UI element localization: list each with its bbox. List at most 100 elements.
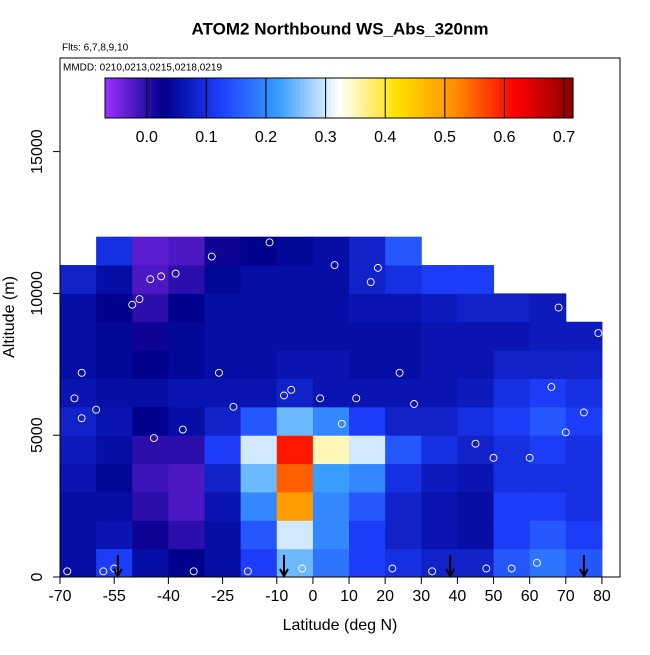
x-tick-label: -70: [48, 588, 71, 605]
colorbar-swatch: [565, 78, 570, 118]
heat-cell: [132, 463, 169, 493]
colorbar-swatch: [346, 78, 352, 118]
colorbar-swatch: [475, 78, 480, 118]
heat-cell: [240, 378, 278, 408]
heat-cell: [60, 293, 97, 323]
heat-cell: [168, 406, 206, 436]
colorbar-swatch: [210, 78, 215, 118]
heat-cell: [385, 520, 422, 550]
heat-cell: [312, 236, 350, 266]
colorbar-swatch: [335, 78, 340, 118]
heat-cell: [132, 406, 169, 436]
x-tick-label: 40: [449, 588, 467, 605]
colorbar-swatch: [342, 78, 348, 118]
sample-point: [99, 567, 108, 576]
colorbar-swatch: [526, 78, 531, 118]
colorbar-tick-label: 0.3: [314, 129, 336, 146]
heat-cell: [60, 491, 97, 521]
x-tick-label: -10: [265, 588, 288, 605]
x-tick-label: 0: [308, 588, 317, 605]
heat-cell: [312, 406, 350, 436]
heat-cell: [204, 321, 242, 351]
colorbar-swatch: [354, 78, 360, 118]
heat-cell: [276, 491, 314, 521]
colorbar-swatch: [452, 78, 457, 118]
colorbar-swatch: [225, 78, 231, 118]
colorbar-swatch: [198, 78, 204, 118]
heat-cell: [349, 265, 386, 294]
x-tick-label: 10: [340, 588, 358, 605]
colorbar-swatch: [229, 78, 235, 118]
colorbar-swatch: [296, 78, 301, 118]
heat-cell: [529, 378, 567, 408]
sample-point: [594, 329, 603, 338]
heat-cell: [168, 236, 206, 266]
colorbar-swatch: [483, 78, 488, 118]
heat-cell: [349, 378, 386, 408]
heat-cell: [96, 520, 133, 550]
colorbar-swatch: [424, 78, 430, 118]
colorbar-swatch: [315, 78, 321, 118]
colorbar-swatch: [420, 78, 426, 118]
sample-point: [149, 434, 158, 442]
heat-cell: [168, 265, 206, 294]
heat-cell: [204, 378, 242, 408]
heat-cell: [168, 378, 206, 408]
heat-cell: [565, 435, 603, 465]
heat-cell: [240, 548, 278, 578]
heat-cell: [385, 548, 422, 578]
colorbar-tick-label: 0.7: [553, 129, 575, 146]
heat-cell: [312, 463, 350, 493]
colorbar-swatch: [151, 78, 157, 118]
colorbar-swatch: [557, 78, 562, 118]
colorbar-swatch: [132, 78, 137, 118]
heat-cell: [132, 321, 169, 351]
heat-cell: [132, 548, 169, 578]
colorbar-swatch: [518, 78, 523, 118]
sample-point: [128, 300, 137, 309]
sample-point: [63, 567, 72, 576]
sample-point: [178, 425, 187, 434]
heat-cell: [349, 435, 386, 465]
y-tick-label: 15000: [29, 129, 46, 174]
heat-cell: [60, 321, 97, 351]
x-tick-label: 50: [485, 588, 503, 605]
heat-cell: [565, 406, 603, 436]
y-axis-label: Altitude (m): [1, 276, 18, 358]
colorbar-swatch: [510, 78, 516, 118]
heat-cell: [385, 350, 422, 379]
sample-point: [352, 394, 361, 403]
heat-cell: [493, 520, 531, 550]
heat-cell: [457, 406, 495, 436]
heat-cell: [421, 491, 458, 521]
colorbar-swatch: [366, 78, 371, 118]
colorbar-swatch: [467, 78, 473, 118]
colorbar-swatch: [112, 78, 118, 118]
colorbar-swatch: [428, 78, 434, 118]
heat-cell: [60, 548, 97, 578]
heat-cell: [421, 265, 458, 294]
heat-cell: [457, 463, 495, 493]
colorbar-swatch: [397, 78, 402, 118]
sample-point: [265, 238, 274, 247]
heat-cell: [385, 406, 422, 436]
heat-cell: [421, 406, 458, 436]
x-tick-label: -40: [157, 588, 180, 605]
colorbar-swatch: [241, 78, 246, 118]
colorbar-swatch: [350, 78, 356, 118]
heat-cell: [312, 378, 350, 408]
heat-cell: [529, 491, 567, 521]
colorbar-swatch: [140, 78, 145, 118]
chart-title: ATOM2 Northbound WS_Abs_320nm: [192, 19, 489, 38]
colorbar-swatch: [417, 78, 422, 118]
colorbar-swatch: [108, 78, 114, 118]
heat-cell: [493, 378, 531, 408]
colorbar-swatch: [393, 78, 399, 118]
heat-cell: [565, 350, 603, 379]
colorbar-swatch: [303, 78, 309, 118]
heat-cell: [96, 463, 133, 493]
colorbar-swatch: [549, 78, 555, 118]
x-tick-label: 70: [557, 588, 575, 605]
colorbar-swatch: [444, 78, 449, 118]
heat-cell: [276, 435, 314, 465]
